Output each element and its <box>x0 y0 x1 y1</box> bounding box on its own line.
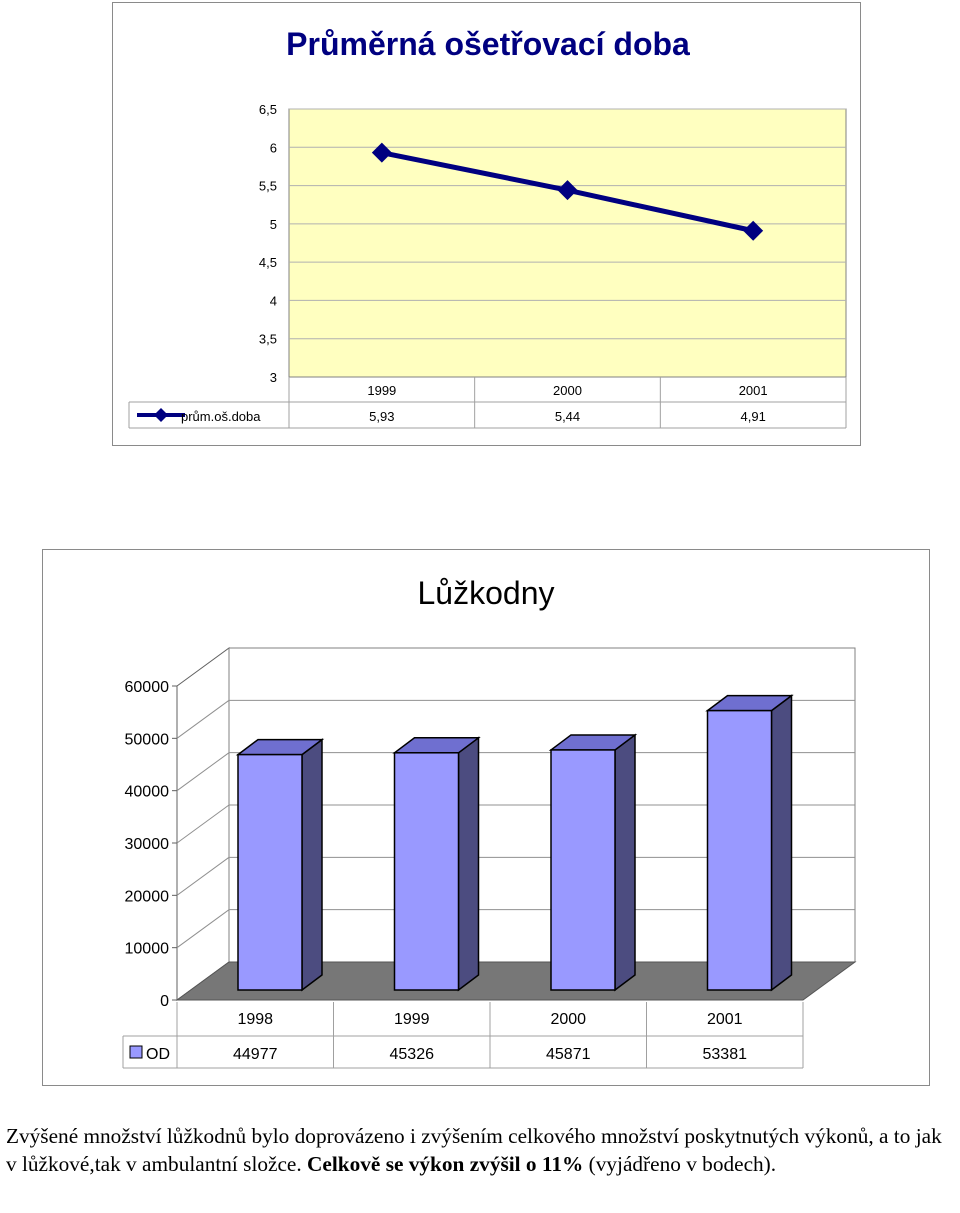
y-tick-label: 0 <box>160 993 169 1010</box>
y-tick-label: 10000 <box>125 941 170 958</box>
bar-front <box>550 749 616 991</box>
summary-paragraph: Zvýšené množství lůžkodnů bylo doprováze… <box>6 1122 956 1178</box>
chart-title: Průměrná ošetřovací doba <box>286 26 690 62</box>
gridline-side <box>176 909 230 949</box>
bar-front <box>706 709 773 991</box>
bar-front <box>393 752 460 991</box>
data-point-marker <box>557 180 578 201</box>
legend-series-name: prům.oš.doba <box>181 409 261 424</box>
x-category-label: 1998 <box>237 1011 273 1028</box>
x-category-label: 1999 <box>367 383 396 398</box>
y-tick-label: 30000 <box>125 836 170 853</box>
table-value: 5,93 <box>369 409 394 424</box>
y-tick-label: 5,5 <box>259 179 277 194</box>
floor <box>175 961 857 1001</box>
y-tick-label: 3,5 <box>259 332 277 347</box>
table-value: 45326 <box>390 1046 435 1063</box>
gridline-side <box>176 856 230 896</box>
bar-front <box>237 753 303 991</box>
bar-side <box>457 736 480 992</box>
y-tick-label: 6,5 <box>259 102 277 117</box>
gridline-side <box>176 752 230 792</box>
y-tick-label: 20000 <box>125 888 170 905</box>
y-tick-label: 50000 <box>125 731 170 748</box>
table-value: 44977 <box>233 1046 278 1063</box>
x-category-label: 2000 <box>550 1011 586 1028</box>
x-category-label: 1999 <box>394 1011 430 1028</box>
summary-end: (vyjádřeno v bodech). <box>583 1152 777 1176</box>
gridline-side <box>176 804 230 844</box>
plot-area <box>288 108 847 378</box>
legend-swatch <box>129 1045 143 1059</box>
chart-average-treatment-time: Průměrná ošetřovací doba 3 3,5 4 4,5 5 5,5 6 6,… <box>112 2 861 446</box>
bar-side <box>770 694 793 992</box>
summary-highlight: Celkově se výkon zvýšil o 11% <box>307 1152 584 1176</box>
summary-text: Zvýšené množství lůžkodnů bylo doprováze… <box>6 1124 942 1176</box>
table-value: 53381 <box>703 1046 748 1063</box>
chart-title: Lůžkodny <box>418 575 555 611</box>
chart-bed-days: Lůžkodny 0 10000 20000 30000 40000 50000 60000… <box>42 549 930 1086</box>
legend-marker-key <box>154 408 168 422</box>
bar-side <box>301 738 323 992</box>
data-point-marker <box>743 220 764 241</box>
y-tick-label: 4 <box>270 293 277 308</box>
gridline-side <box>176 699 230 739</box>
y-tick-label: 60000 <box>125 679 170 696</box>
x-category-label: 2000 <box>553 383 582 398</box>
x-category-label: 2001 <box>739 383 768 398</box>
y-tick-label: 3 <box>270 370 277 385</box>
bar-side <box>614 733 636 992</box>
table-value: 5,44 <box>555 409 580 424</box>
y-tick-label: 6 <box>270 140 277 155</box>
bar-chart-svg: Lůžkodny 0 10000 20000 30000 40000 50000 60000… <box>122 575 857 1069</box>
data-point-marker <box>371 142 392 163</box>
line-chart-svg: Průměrná ošetřovací doba 3 3,5 4 4,5 5 5,5 6 6,… <box>128 26 847 429</box>
y-tick-label: 4,5 <box>259 255 277 270</box>
table-value: 45871 <box>546 1046 591 1063</box>
x-category-label: 2001 <box>707 1011 743 1028</box>
table-value: 4,91 <box>741 409 766 424</box>
y-tick-label: 5 <box>270 217 277 232</box>
legend-series-name: OD <box>146 1046 170 1063</box>
y-tick-label: 40000 <box>125 784 170 801</box>
